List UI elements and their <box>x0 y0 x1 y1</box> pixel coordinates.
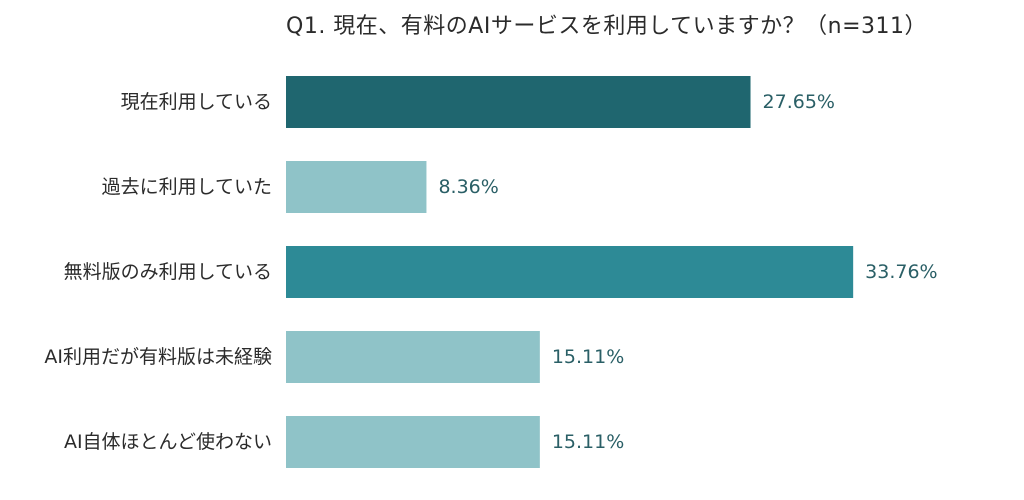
category-label-4: AI自体ほとんど使わない <box>64 431 272 453</box>
category-label-0: 現在利用している <box>121 91 272 113</box>
category-label-1: 過去に利用していた <box>102 176 272 198</box>
value-label-0: 27.65% <box>763 91 835 113</box>
value-label-2: 33.76% <box>865 261 937 283</box>
value-label-4: 15.11% <box>552 431 624 453</box>
bar-3 <box>286 331 540 383</box>
bar-4 <box>286 416 540 468</box>
value-label-3: 15.11% <box>552 346 624 368</box>
bar-0 <box>286 76 751 128</box>
bar-2 <box>286 246 854 298</box>
category-label-2: 無料版のみ利用している <box>64 261 272 283</box>
category-label-3: AI利用だが有料版は未経験 <box>44 346 272 368</box>
value-label-1: 8.36% <box>438 176 498 198</box>
bar-1 <box>286 161 427 213</box>
chart-title: Q1. 現在、有料のAIサービスを利用していますか？（n=311） <box>286 14 928 39</box>
